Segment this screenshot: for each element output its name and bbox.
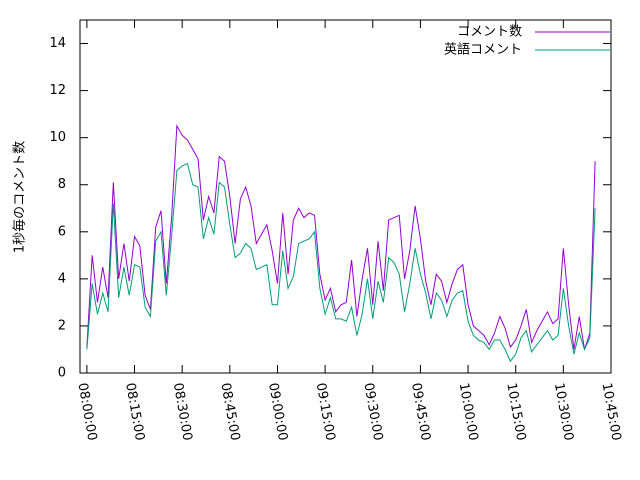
data-line [86, 124, 596, 350]
x-tick-label: 10:45:00 [599, 382, 624, 442]
x-tick-label: 10:00:00 [456, 382, 481, 442]
y-tick-label: 0 [58, 366, 66, 381]
y-tick-label: 10 [49, 130, 66, 145]
x-tick-label: 09:45:00 [408, 382, 433, 442]
x-tick-label: 08:15:00 [122, 382, 147, 442]
x-tick-label: 08:45:00 [217, 382, 242, 442]
x-tick-label: 09:30:00 [360, 382, 385, 442]
y-tick-label: 2 [58, 318, 66, 333]
legend-label: コメント数 [457, 25, 522, 40]
x-tick-label: 08:30:00 [170, 382, 195, 442]
x-tick-label: 09:00:00 [265, 382, 290, 442]
data-line [86, 162, 596, 363]
x-tick-label: 10:30:00 [551, 382, 576, 442]
y-tick-label: 4 [58, 271, 66, 286]
y-tick-label: 14 [49, 36, 66, 51]
y-tick-label: 8 [58, 177, 66, 192]
y-axis-label: 1秒毎のコメント数 [12, 141, 28, 253]
y-tick-label: 6 [58, 224, 66, 239]
x-tick-label: 10:15:00 [503, 382, 528, 442]
x-tick-label: 08:00:00 [74, 382, 99, 442]
y-tick-label: 12 [49, 83, 66, 98]
x-tick-label: 09:15:00 [313, 382, 338, 442]
plot-frame [79, 19, 612, 374]
legend-label: 英語コメント [444, 42, 522, 58]
